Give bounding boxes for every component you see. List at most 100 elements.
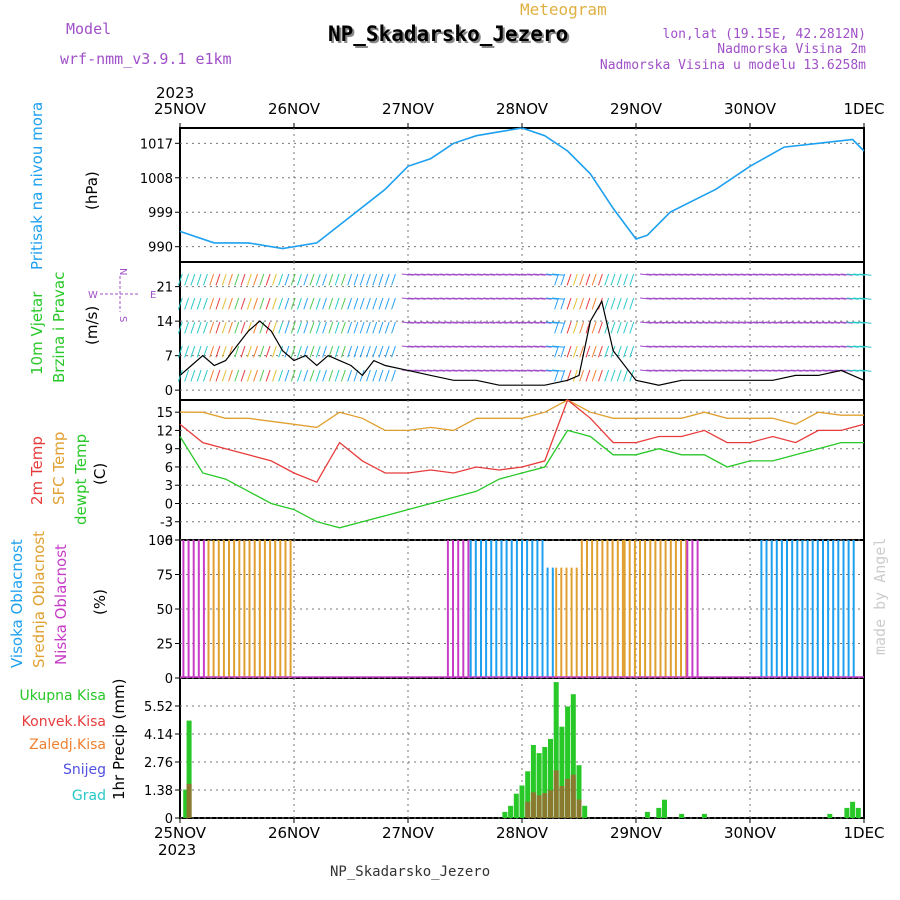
wind-barb — [458, 321, 471, 324]
wind-barb — [690, 297, 703, 300]
wind-barb — [347, 369, 353, 382]
wind-barb — [391, 321, 396, 334]
wind-barb — [297, 297, 302, 310]
precip-bar — [559, 726, 565, 818]
wind-barb — [347, 345, 353, 358]
wind-barb — [464, 369, 477, 372]
wind-barb — [752, 321, 765, 324]
wind-barb — [696, 369, 709, 372]
wind-barb — [790, 297, 803, 300]
wind-barb — [721, 273, 734, 276]
wind-barb — [221, 345, 227, 358]
precip-bar — [855, 807, 861, 818]
footer-station: NP_Skadarsko_Jezero — [330, 864, 490, 880]
wind-barb — [520, 297, 533, 300]
wind-barb — [727, 273, 740, 276]
wind-barb — [708, 321, 721, 324]
wind-barb — [514, 273, 527, 276]
wind-barb — [533, 369, 546, 372]
wind-barb — [777, 321, 790, 324]
wind-barb — [240, 273, 246, 286]
wind-barb — [527, 321, 540, 324]
wind-barb — [328, 297, 334, 310]
wind-barb — [366, 321, 371, 334]
wind-barb — [777, 369, 790, 372]
wind-barb — [765, 345, 778, 348]
wind-barb — [495, 297, 508, 300]
wind-barb — [520, 345, 533, 348]
wind-barb — [708, 273, 721, 276]
wind-barb — [702, 297, 715, 300]
wind-barb — [646, 345, 659, 348]
precip-bar — [542, 747, 548, 818]
wind-barb — [328, 273, 334, 286]
wind-barb — [184, 321, 190, 334]
wind-barb — [433, 369, 446, 372]
temp-label1: 2m Temp — [28, 436, 46, 505]
wind-barb — [228, 297, 233, 310]
wind-barb — [828, 321, 841, 324]
wind-barb — [253, 297, 258, 310]
wind-barb — [585, 297, 591, 310]
wind-barb — [545, 345, 558, 348]
wind-barb — [727, 297, 740, 300]
wind-barb — [690, 345, 703, 348]
wind-barb — [378, 273, 384, 286]
wind-barb — [347, 321, 353, 334]
wind-barb — [604, 321, 610, 334]
wind-barb — [334, 297, 340, 310]
wind-barb — [259, 369, 265, 382]
wind-barb — [539, 369, 552, 372]
cloud-label3: Niska Oblacnost — [52, 544, 70, 665]
wind-barb — [828, 297, 841, 300]
wind-barb — [671, 273, 684, 276]
wind-barb — [560, 369, 566, 382]
wind-barb — [196, 345, 202, 358]
watermark: made by Angel — [871, 538, 889, 655]
wind-barb — [790, 273, 803, 276]
wind-barb — [721, 321, 734, 324]
wind-barb — [439, 345, 452, 348]
wind-barb — [746, 297, 759, 300]
wind-barb — [533, 273, 546, 276]
precip-conv-bar — [553, 770, 559, 818]
cloud-label2: Srednja Oblacnost — [30, 531, 48, 668]
wind-barb — [508, 345, 521, 348]
wind-barb — [815, 369, 828, 372]
wind-barb — [809, 297, 822, 300]
wind-barb — [696, 321, 709, 324]
wind-barb — [234, 321, 240, 334]
wind-barb — [315, 369, 321, 382]
wind-barb — [859, 321, 872, 324]
wind-ylabel2: Brzina i Pravac — [50, 272, 68, 383]
wind-barb — [297, 369, 302, 382]
pressure-unit: (hPa) — [83, 171, 101, 210]
wind-barb — [253, 273, 258, 286]
xtick-bottom: 26NOV — [268, 824, 321, 842]
wind-barb — [190, 297, 196, 310]
precip-bar — [582, 805, 588, 818]
wind-barb — [665, 297, 678, 300]
wind-barb — [665, 321, 678, 324]
chart-marks — [177, 127, 872, 818]
wind-barb — [228, 321, 233, 334]
wind-barb — [445, 369, 458, 372]
wind-barb — [407, 297, 420, 300]
wind-barb — [439, 369, 452, 372]
wind-barb — [209, 369, 215, 382]
ytick-label-temp: -3 — [160, 516, 173, 531]
wind-barb — [846, 273, 859, 276]
sfc-temp-line — [180, 399, 864, 432]
wind-barb — [284, 321, 290, 334]
wind-barb — [665, 273, 678, 276]
wind-barb — [384, 369, 390, 382]
wind-barb — [190, 273, 196, 286]
wind-barb — [483, 321, 496, 324]
wind-barb — [414, 273, 427, 276]
wind-compass-icon: N S W E — [88, 268, 156, 322]
wind-barb — [859, 345, 872, 348]
wind-barb — [579, 369, 585, 382]
wind-barb — [426, 297, 439, 300]
wind-barb — [407, 369, 420, 372]
xtick-bottom: 29NOV — [610, 824, 663, 842]
